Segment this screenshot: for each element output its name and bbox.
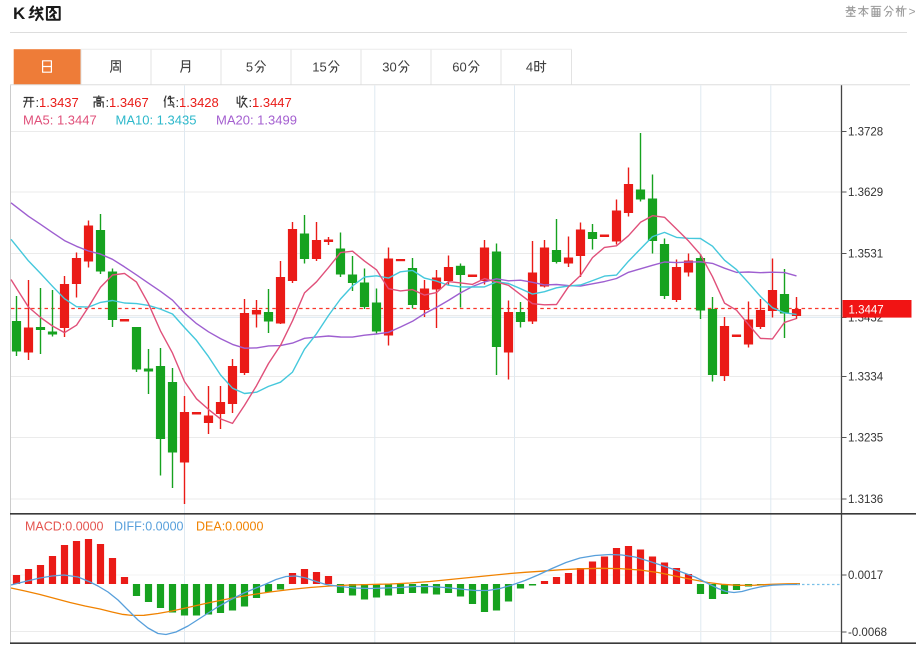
- svg-text::: :: [106, 95, 110, 110]
- svg-text::: :: [249, 95, 253, 110]
- svg-text:MACD:0.0000: MACD:0.0000: [25, 520, 104, 534]
- svg-text:DIFF:0.0000: DIFF:0.0000: [114, 520, 184, 534]
- svg-text:1.3428: 1.3428: [179, 95, 219, 110]
- svg-text:1.3136: 1.3136: [848, 494, 883, 506]
- svg-text:1.3467: 1.3467: [109, 95, 149, 110]
- svg-text:0.0017: 0.0017: [848, 570, 883, 582]
- svg-text:1.3437: 1.3437: [39, 95, 79, 110]
- svg-text:1.3447: 1.3447: [252, 95, 292, 110]
- svg-text:DEA:0.0000: DEA:0.0000: [196, 520, 263, 534]
- svg-text:1.3334: 1.3334: [848, 372, 884, 384]
- svg-text:15: 15: [312, 60, 326, 75]
- svg-text:MA10: 1.3435: MA10: 1.3435: [116, 113, 197, 128]
- svg-text:K: K: [13, 4, 26, 23]
- svg-text:1.3728: 1.3728: [848, 127, 883, 139]
- svg-text:4: 4: [526, 60, 533, 75]
- svg-text:5: 5: [246, 60, 253, 75]
- svg-text:MA20: 1.3499: MA20: 1.3499: [216, 113, 297, 128]
- svg-text:60: 60: [452, 60, 466, 75]
- svg-text:>: >: [909, 5, 916, 19]
- svg-text:1.3531: 1.3531: [848, 249, 883, 261]
- svg-text:MA5: 1.3447: MA5: 1.3447: [23, 113, 97, 128]
- svg-text:1.3447: 1.3447: [849, 304, 884, 316]
- svg-text:30: 30: [382, 60, 396, 75]
- svg-text::: :: [176, 95, 180, 110]
- svg-text:1.3235: 1.3235: [848, 433, 883, 445]
- svg-text::: :: [36, 95, 40, 110]
- svg-text:-0.0068: -0.0068: [848, 627, 887, 639]
- svg-text:1.3629: 1.3629: [848, 187, 883, 199]
